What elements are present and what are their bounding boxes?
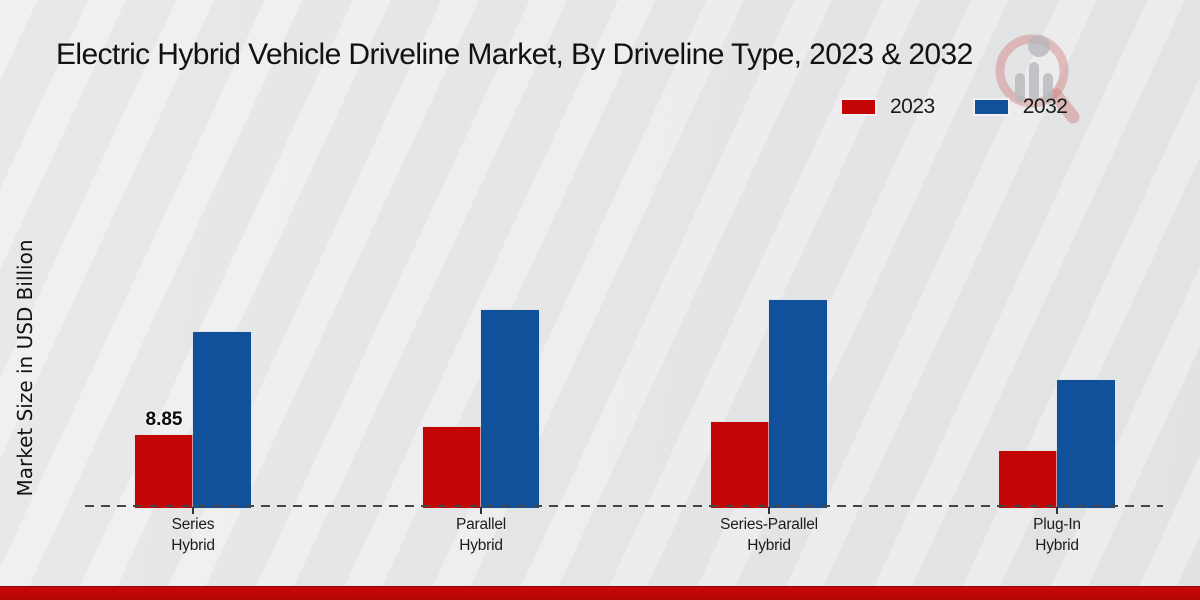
legend-swatch-2032 [972,98,1010,116]
legend-label-2032: 2032 [1022,95,1068,118]
bar-2023-plug-in-hybrid [998,450,1058,509]
x-axis-tick [192,507,194,514]
x-axis-tick [480,507,482,514]
bar-value-label-2023: 8.85 [145,409,183,430]
x-axis-tick [1056,507,1058,514]
bar-2023-parallel-hybrid [422,426,482,509]
y-axis-label: Market Size in USD Billion [13,239,37,497]
bar-2032-plug-in-hybrid [1056,379,1116,509]
legend-item-2032: 2032 [972,95,1068,119]
x-axis-tick [768,507,770,514]
bar-2032-series-parallel-hybrid [768,299,828,509]
legend-item-2023: 2023 [840,95,935,119]
bar-2032-series-hybrid [192,331,252,509]
category-label-series-parallel-hybrid: Series-Parallel Hybrid [720,516,818,554]
bar-2032-parallel-hybrid [480,309,540,509]
chart-title: Electric Hybrid Vehicle Driveline Market… [56,38,973,71]
bar-2023-series-hybrid [134,434,194,509]
category-label-parallel-hybrid: Parallel Hybrid [455,516,507,554]
legend: 2023 2032 [840,95,1068,119]
legend-swatch-2023 [840,98,877,116]
bar-2023-series-parallel-hybrid [710,421,770,509]
footer-accent-bar [0,586,1200,600]
legend-label-2023: 2023 [890,95,935,118]
market-research-logo-watermark [995,34,1080,124]
category-label-series-hybrid: Series Hybrid [171,516,215,554]
x-axis-baseline [85,505,1163,507]
category-label-plug-in-hybrid: Plug-In Hybrid [1033,516,1081,554]
